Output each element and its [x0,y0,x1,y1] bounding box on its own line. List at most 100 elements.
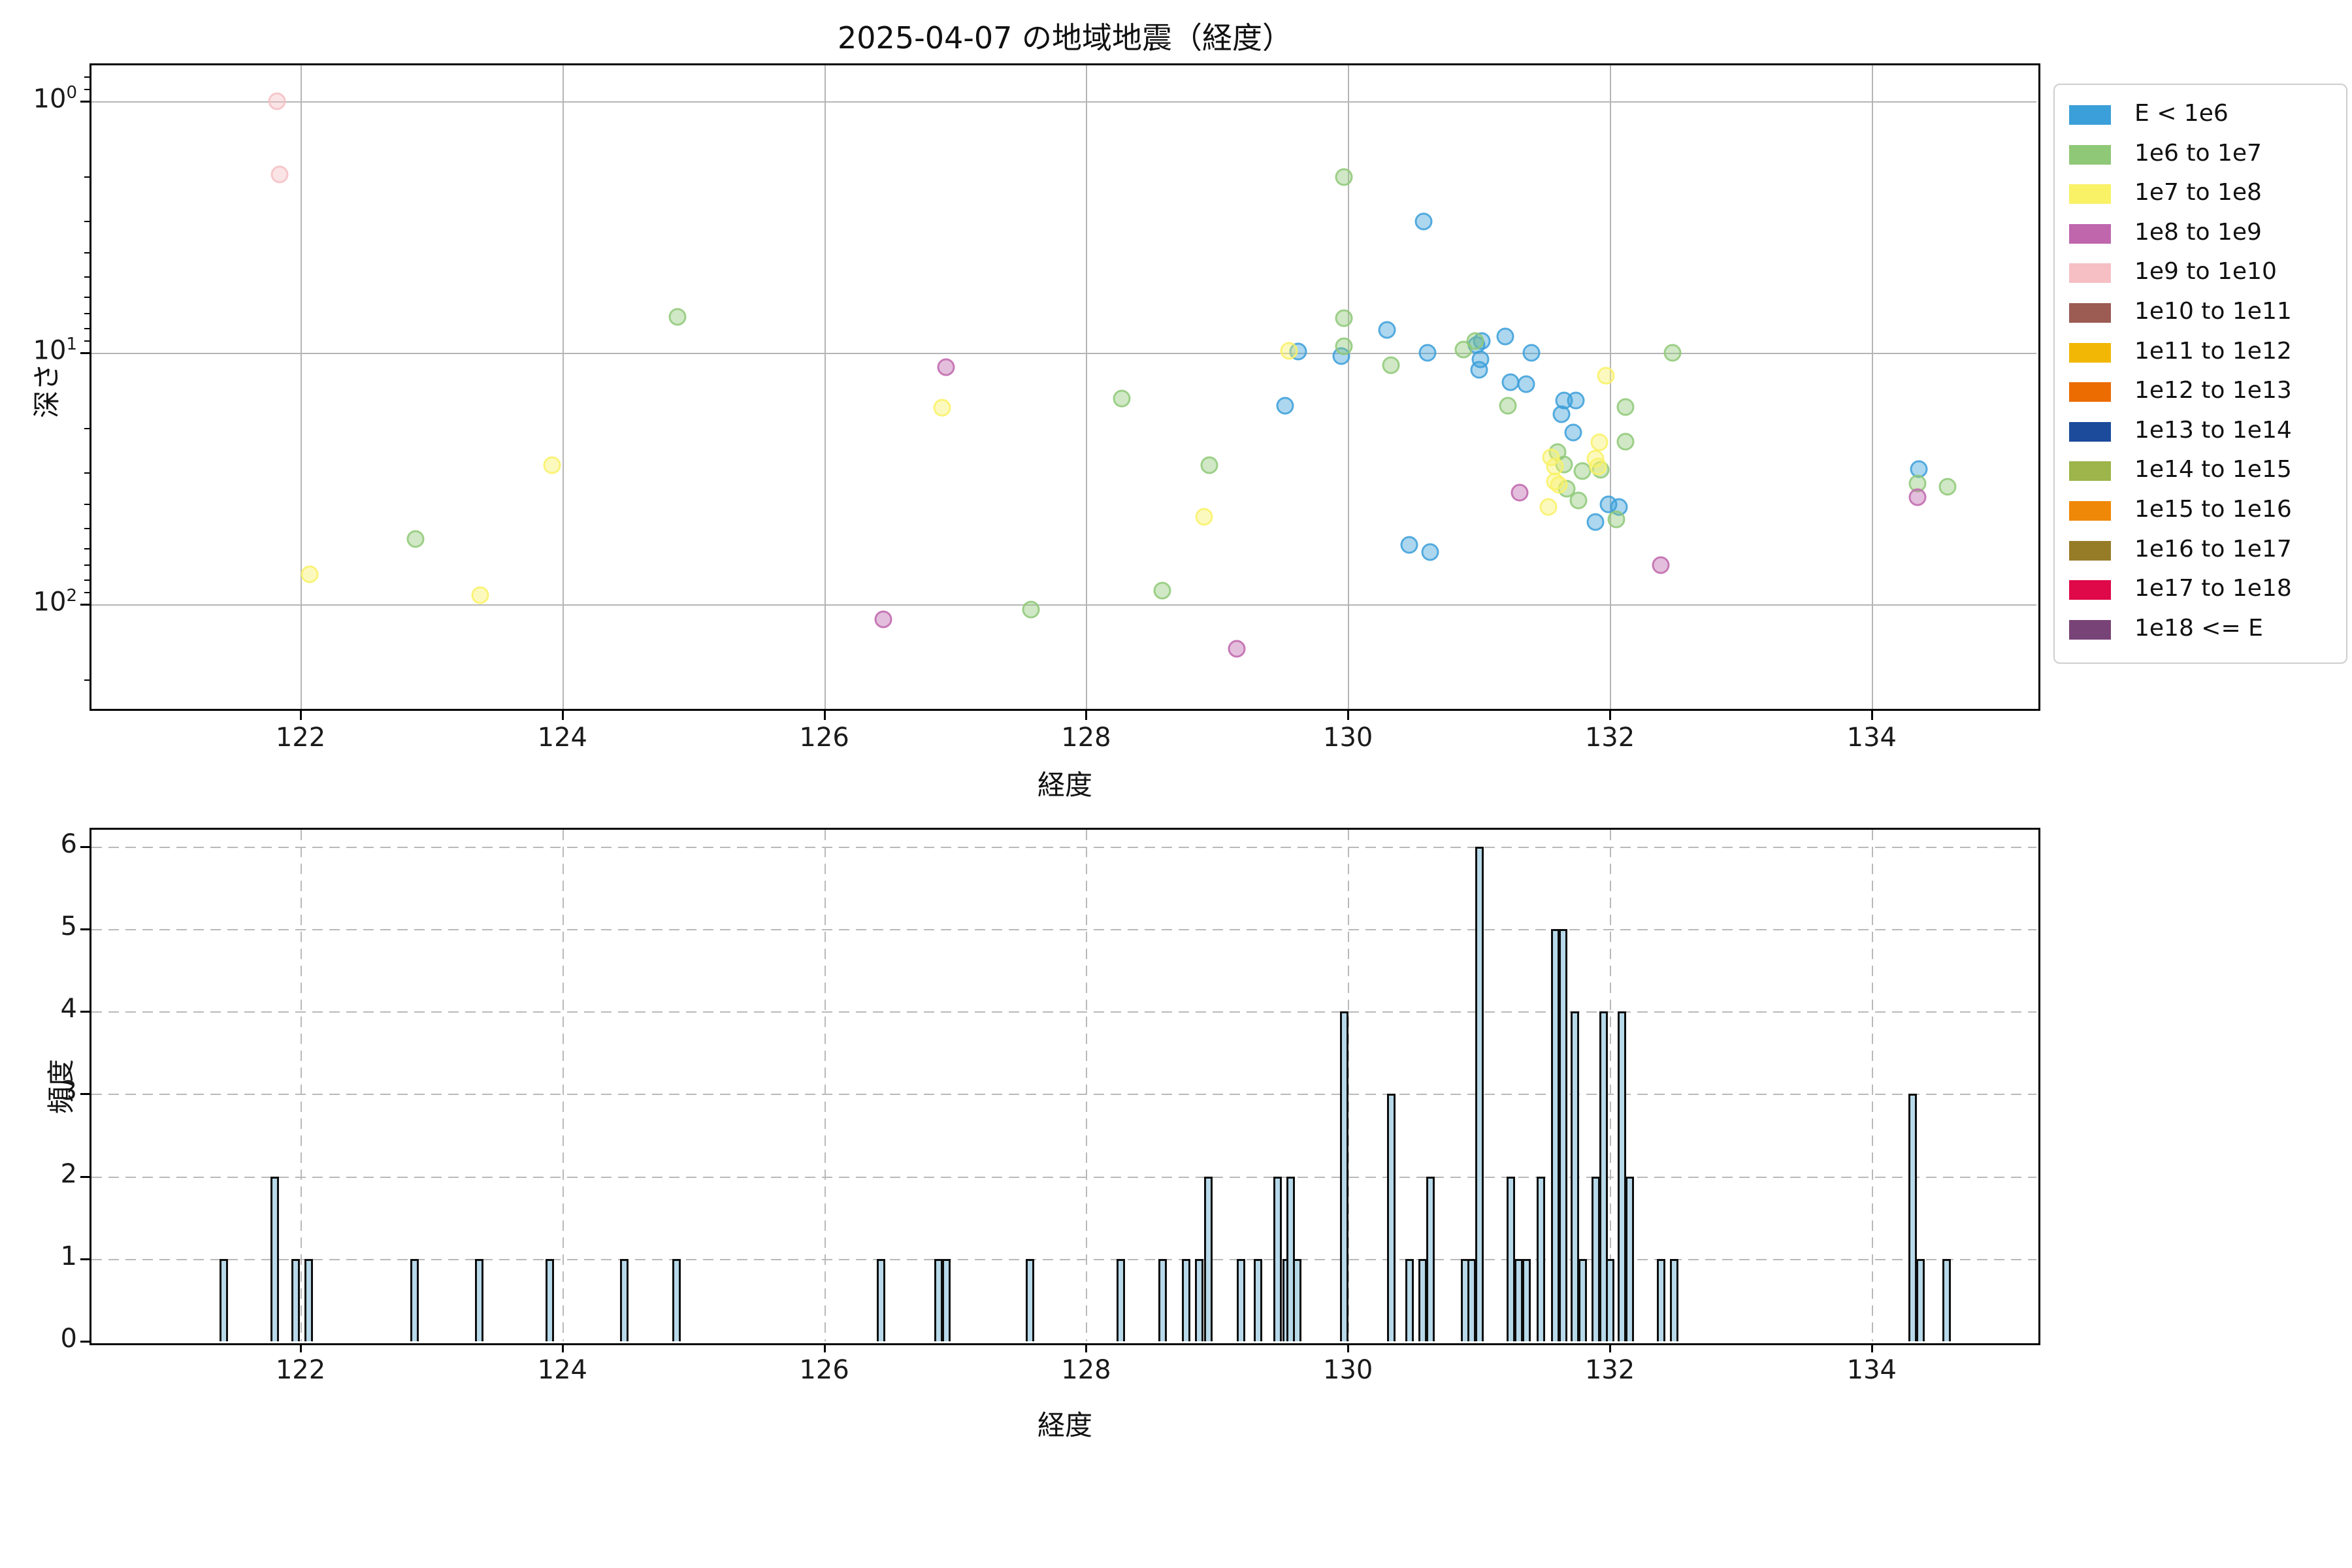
histogram-bar [1387,1094,1396,1341]
grid-line [824,830,826,1341]
scatter-point [933,399,951,417]
axis-tick [80,352,90,354]
legend-label: 1e18 <= E [2134,614,2263,642]
legend-label: 1e12 to 1e13 [2134,377,2292,404]
axis-tick [80,1093,90,1096]
histogram-bar [1026,1258,1035,1341]
grid-line [1610,65,1611,709]
scatter-point [1378,321,1396,339]
legend-entry: 1e18 <= E [2055,610,2346,649]
legend-entry: 1e11 to 1e12 [2055,333,2346,372]
scatter-point [1335,168,1353,186]
legend-swatch [2069,105,2111,125]
axis-tick [84,579,90,581]
scatter-point [1276,397,1294,415]
histogram-bar [1203,1176,1213,1341]
grid-line [91,846,2036,848]
scatter-point [1652,556,1670,574]
grid-line [301,65,302,709]
scatter-point [1564,423,1582,442]
grid-line [562,830,564,1341]
legend-label: 1e11 to 1e12 [2134,337,2292,365]
legend-swatch [2069,382,2111,402]
scatter-point [406,530,425,548]
scatter-point [1550,476,1568,494]
legend-swatch [2069,461,2111,482]
legend-entry: 1e17 to 1e18 [2055,570,2346,610]
axis-tick [84,340,90,342]
grid-line [91,1011,2036,1013]
scatter-point [1517,375,1535,393]
histogram-bar [876,1258,885,1341]
histogram-bar [934,1258,943,1341]
scatter-point [1228,640,1246,658]
tick-label: 4 [60,994,77,1024]
scatter-point [1616,433,1635,451]
tick-label: 3 [60,1076,77,1107]
grid-line [1610,830,1611,1341]
histogram-bar [941,1258,951,1341]
axis-tick [80,1175,90,1178]
axis-tick [84,220,90,222]
tick-label: 122 [275,723,326,753]
tick-label: 1 [60,1241,77,1271]
histogram-bar [1942,1258,1952,1341]
grid-line [91,1176,2036,1178]
grid-line [91,353,2036,354]
legend-entry: 1e13 to 1e14 [2055,412,2346,451]
axis-tick [300,711,302,720]
y-axis-label-top: 深さ [31,363,63,418]
legend-label: 1e14 to 1e15 [2134,456,2292,483]
histogram-bar [1591,1176,1600,1341]
tick-label: 128 [1061,1355,1111,1385]
grid-line [1086,830,1088,1341]
legend-entry: 1e12 to 1e13 [2055,372,2346,412]
grid-line [1348,65,1350,709]
legend-swatch [2069,342,2111,363]
histogram-bar [1475,846,1484,1341]
tick-label: 132 [1584,1355,1635,1385]
scatter-point [937,358,955,376]
tick-label: 122 [275,1355,326,1385]
histogram-bar [1158,1258,1167,1341]
legend-entry: 1e16 to 1e17 [2055,531,2346,570]
tick-label: 6 [60,828,77,859]
scatter-point [1400,536,1418,554]
histogram-bar [1618,1011,1627,1341]
legend-entry: 1e7 to 1e8 [2055,174,2346,214]
x-axis-label-bottom: 経度 [1037,1409,1093,1441]
tick-label: 128 [1061,723,1111,753]
scatter-point [1522,344,1541,362]
axis-tick [84,89,90,91]
tick-label: 101 [33,335,77,366]
legend-entry: E < 1e6 [2055,95,2346,135]
axis-tick [80,1011,90,1013]
scatter-point [1382,356,1400,374]
axis-tick [84,679,90,681]
scatter-point [1499,397,1517,415]
legend: E < 1e6 1e6 to 1e7 1e7 to 1e8 1e8 to 1e9 1e9… [2053,84,2347,664]
y-axis-label-bottom: 頻度 [45,1058,77,1114]
legend-label: 1e7 to 1e8 [2134,179,2262,206]
histogram-bar [1908,1094,1917,1341]
legend-entry: 1e15 to 1e16 [2055,491,2346,531]
grid-line [301,830,302,1341]
legend-entry: 1e10 to 1e11 [2055,293,2346,333]
axis-tick [80,928,90,931]
tick-label: 130 [1323,723,1373,753]
scatter-point [1418,344,1437,362]
scatter-point [1496,327,1514,346]
histogram-bar [1522,1258,1531,1341]
legend-label: 1e15 to 1e16 [2134,496,2292,523]
histogram-bar [219,1258,228,1341]
tick-label: 126 [799,1355,849,1385]
legend-label: 1e17 to 1e18 [2134,575,2292,602]
legend-swatch [2069,303,2111,323]
axis-tick [1870,711,1873,720]
scatter-point [1022,600,1040,619]
scatter-point [268,92,286,110]
histogram-bar [1506,1176,1515,1341]
legend-swatch [2069,619,2111,640]
legend-swatch [2069,501,2111,521]
